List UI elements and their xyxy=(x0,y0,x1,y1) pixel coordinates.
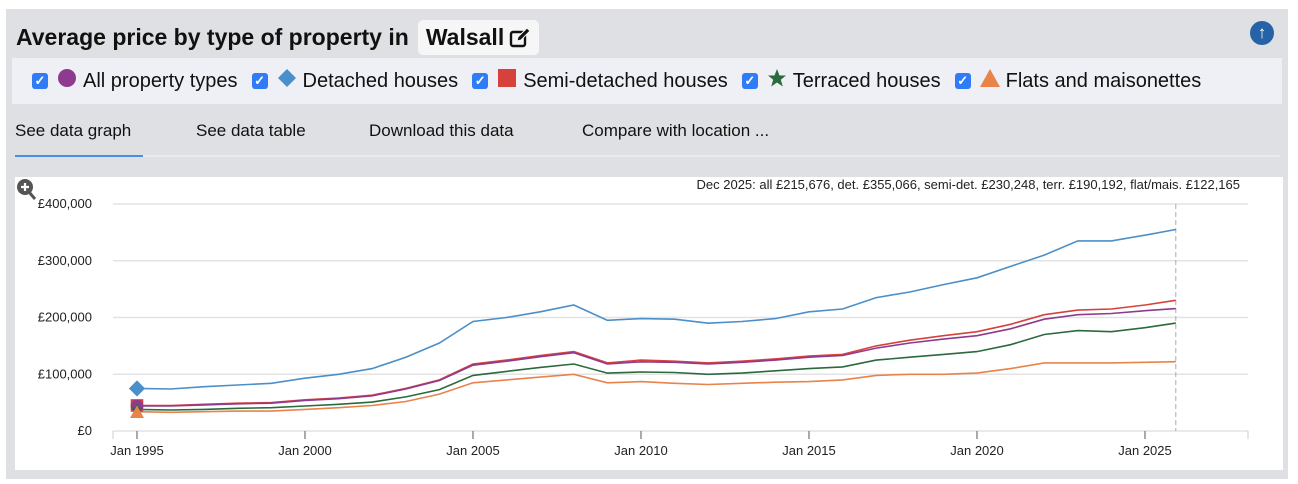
series-line-all-property-types xyxy=(137,307,1176,407)
legend-label: Flats and maisonettes xyxy=(1005,69,1202,92)
x-tick-label: Jan 1995 xyxy=(110,443,164,458)
legend-label: All property types xyxy=(83,69,238,92)
x-tick-label: Jan 2005 xyxy=(446,443,500,458)
y-tick-label: £200,000 xyxy=(38,310,92,325)
y-tick-label: £300,000 xyxy=(38,253,92,268)
location-selector[interactable]: Walsall xyxy=(417,20,540,55)
tab-compare-location[interactable]: Compare with location ... xyxy=(582,121,770,140)
star-icon xyxy=(767,68,787,94)
tab-download-data[interactable]: Download this data xyxy=(369,121,514,140)
page-title: Average price by type of property in Wal… xyxy=(16,20,540,55)
legend-label: Detached houses xyxy=(302,69,459,92)
legend-label: Terraced houses xyxy=(792,69,941,92)
y-tick-label: £0 xyxy=(78,423,92,438)
diamond-marker xyxy=(128,380,146,397)
title-text: Average price by type of property in xyxy=(16,24,409,50)
checkbox[interactable]: ✓ xyxy=(32,73,48,89)
location-name: Walsall xyxy=(425,24,505,50)
y-tick-label: £100,000 xyxy=(38,366,92,381)
x-tick-label: Jan 2000 xyxy=(278,443,332,458)
square-icon xyxy=(497,68,517,94)
legend-item-all-property-types[interactable]: ✓ All property types xyxy=(32,68,238,94)
checkbox[interactable]: ✓ xyxy=(251,73,268,89)
hover-annotation: Dec 2025: all £215,676, det. £355,066, s… xyxy=(697,177,1241,192)
legend: ✓ All property types ✓ Detached houses ✓ Semi… xyxy=(12,58,1282,104)
legend-item-terraced-houses[interactable]: ✓ Terraced houses xyxy=(741,68,941,94)
series-line-semi-detached-houses xyxy=(137,299,1176,407)
legend-item-detached-houses[interactable]: ✓ Detached houses xyxy=(251,68,459,94)
tab-bar: See data graph See data table Download t… xyxy=(15,121,1280,157)
circle-icon xyxy=(57,68,77,94)
diamond-icon xyxy=(277,68,297,94)
arrow-up-circle-icon[interactable]: ↑ xyxy=(1250,21,1274,45)
pencil-square-icon xyxy=(510,26,531,47)
triangle-icon xyxy=(979,68,1000,94)
x-tick-label: Jan 2010 xyxy=(614,443,668,458)
chart-area: £0 £100,000 £200,000 £300,000 £400,000 Jan 19… xyxy=(15,177,1283,470)
series-line-flats-and-maisonettes xyxy=(136,360,1176,414)
legend-item-flats-and-maisonettes[interactable]: ✓ Flats and maisonettes xyxy=(954,68,1202,94)
checkbox[interactable]: ✓ xyxy=(472,73,489,89)
tab-see-data-graph[interactable]: See data graph xyxy=(15,121,143,157)
legend-item-semi-detached-houses[interactable]: ✓ Semi-detached houses xyxy=(472,68,728,94)
series-line-detached-houses xyxy=(136,228,1176,390)
y-tick-label: £400,000 xyxy=(38,196,92,211)
x-tick-label: Jan 2015 xyxy=(782,443,836,458)
legend-label: Semi-detached houses xyxy=(523,69,728,92)
triangle-marker xyxy=(130,405,144,419)
property-price-panel: Average price by type of property in Wal… xyxy=(6,9,1288,479)
checkbox[interactable]: ✓ xyxy=(954,73,971,89)
tab-see-data-table[interactable]: See data table xyxy=(196,121,306,140)
x-tick-label: Jan 2020 xyxy=(950,443,1004,458)
checkbox[interactable]: ✓ xyxy=(741,73,758,89)
x-tick-label: Jan 2025 xyxy=(1118,443,1172,458)
series-line-terraced-houses xyxy=(136,322,1176,411)
line-chart: £0 £100,000 £200,000 £300,000 £400,000 Jan 19… xyxy=(17,177,1249,458)
zoom-in-icon[interactable] xyxy=(17,179,37,200)
